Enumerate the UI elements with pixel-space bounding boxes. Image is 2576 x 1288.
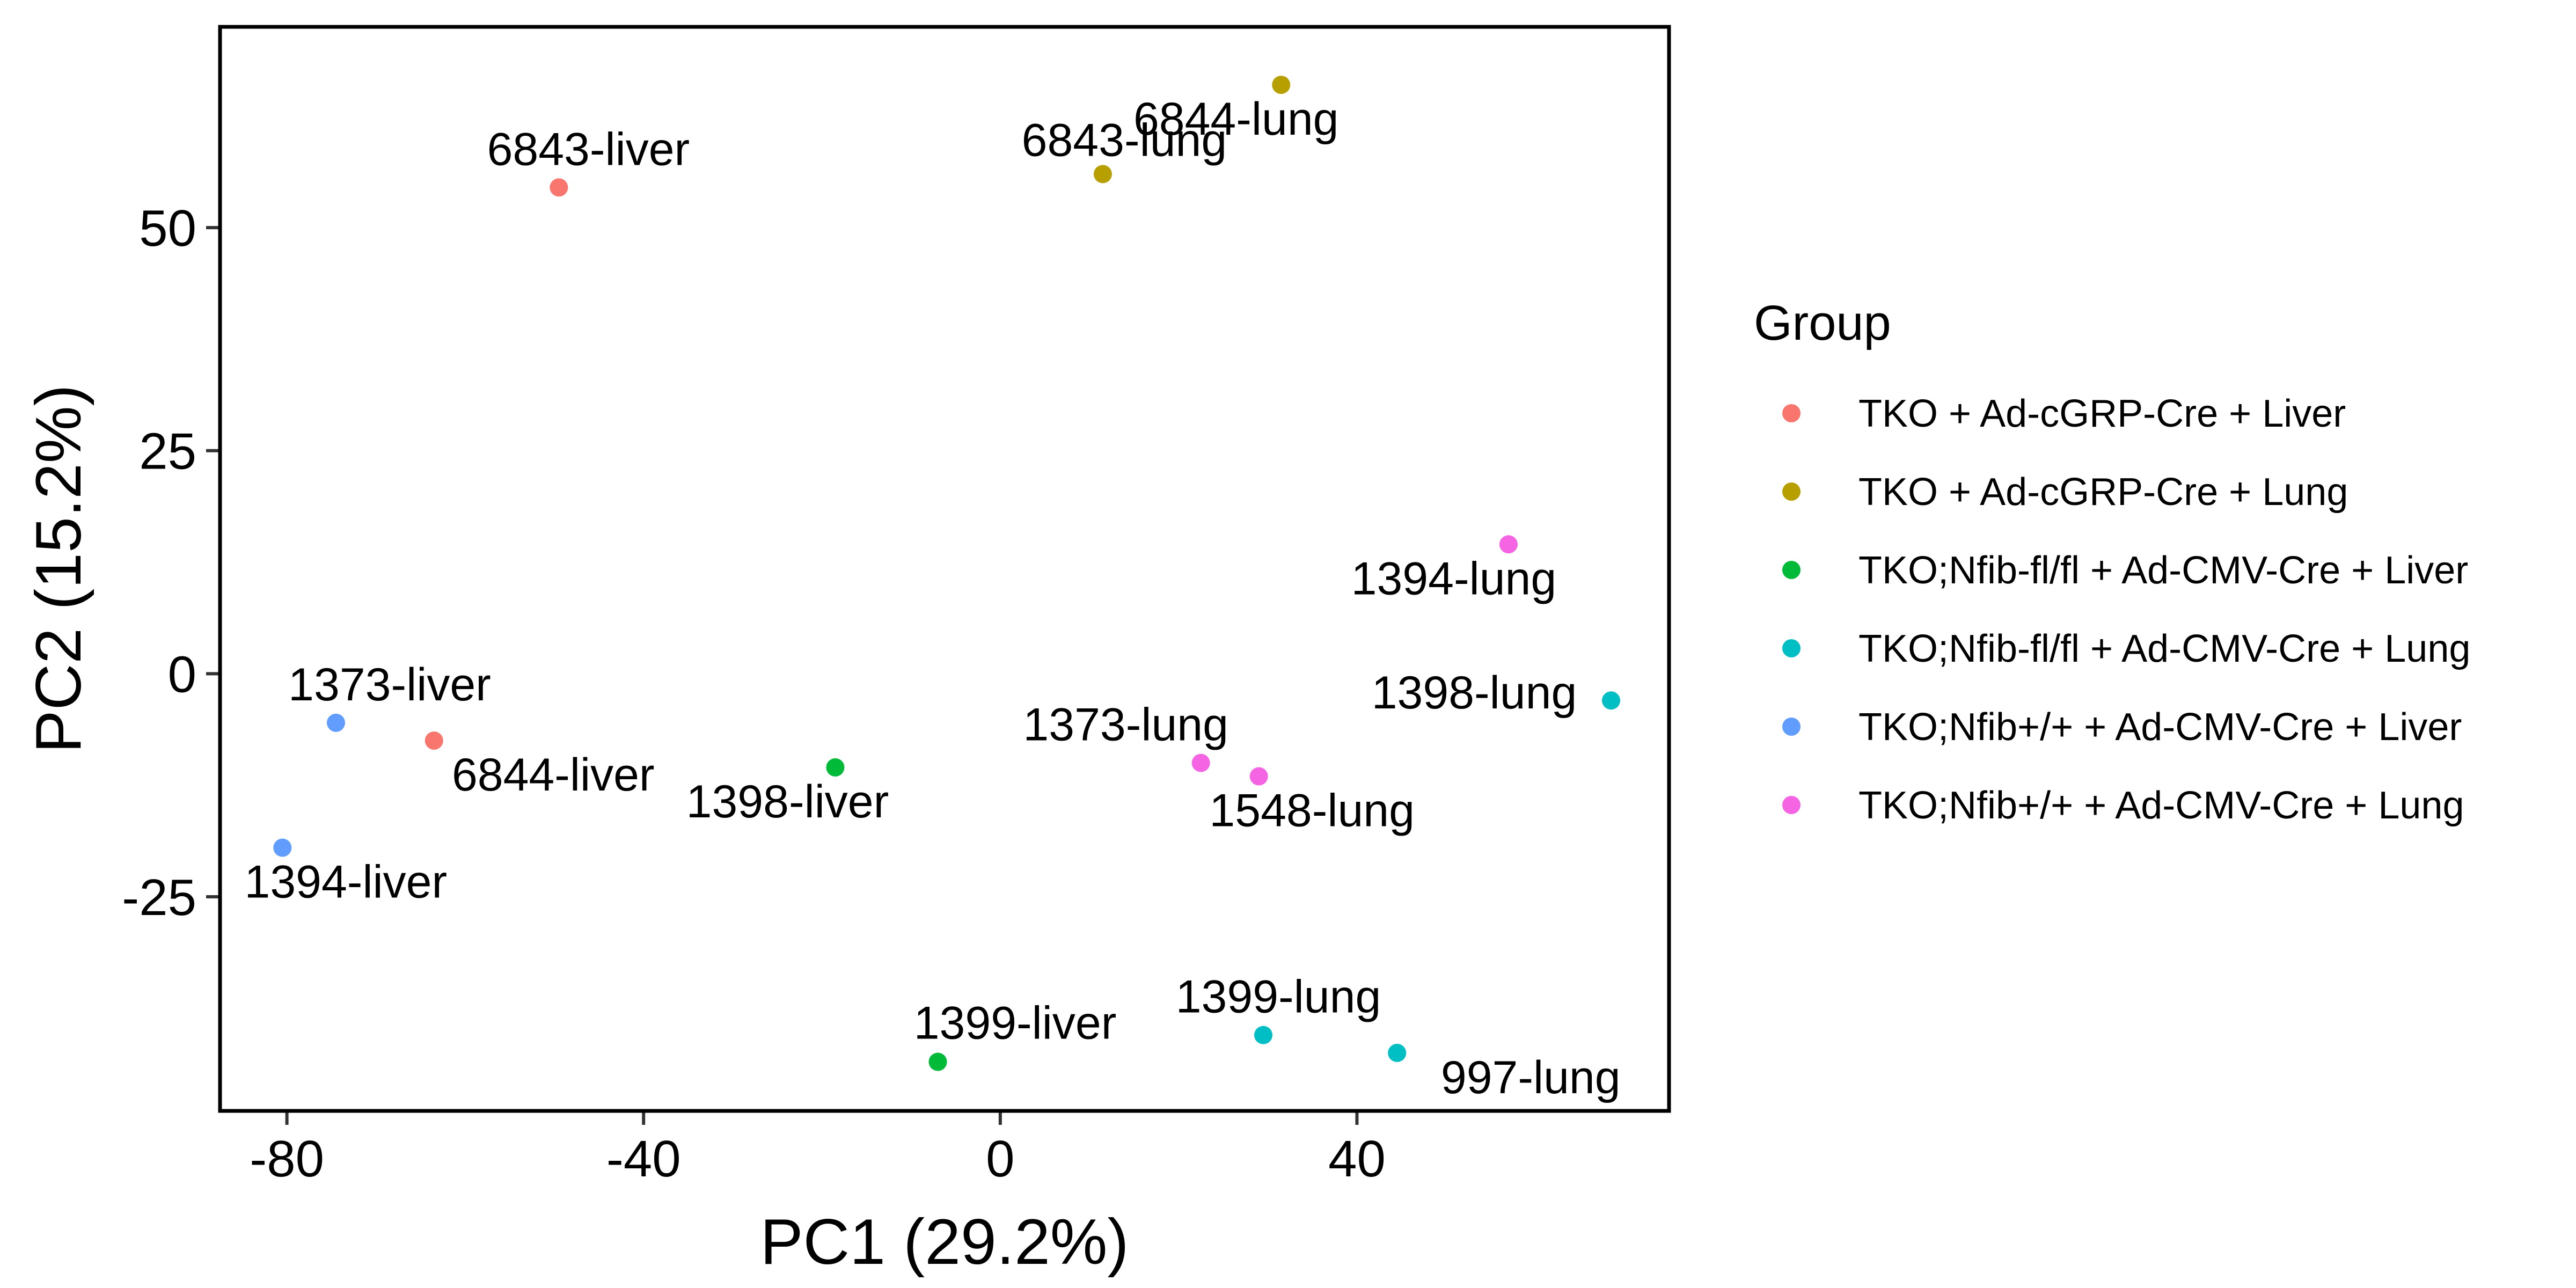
data-point xyxy=(826,758,845,777)
point-label: 1394-liver xyxy=(244,857,447,908)
data-point xyxy=(550,178,568,197)
legend-swatch xyxy=(1782,404,1801,422)
point-label: 6843-liver xyxy=(487,123,690,175)
point-label: 1398-liver xyxy=(686,776,889,828)
data-point xyxy=(1254,1026,1272,1044)
data-point xyxy=(1272,76,1291,94)
legend-swatch xyxy=(1782,482,1801,501)
y-tick-label: 50 xyxy=(139,200,196,257)
point-label: 1399-lung xyxy=(1176,971,1381,1023)
x-tick-label: -80 xyxy=(250,1130,324,1188)
data-point xyxy=(1602,691,1620,710)
point-label: 6843-lung xyxy=(1022,114,1227,166)
data-point xyxy=(425,731,443,750)
legend-label: TKO;Nfib+/+ + Ad-CMV-Cre + Lung xyxy=(1858,784,2464,827)
y-tick-label: 0 xyxy=(168,646,196,703)
point-label: 1399-liver xyxy=(914,998,1117,1049)
point-label: 1548-lung xyxy=(1209,785,1415,837)
data-points xyxy=(273,76,1620,1071)
legend-swatch xyxy=(1782,561,1801,579)
legend-label: TKO;Nfib-fl/fl + Ad-CMV-Cre + Lung xyxy=(1858,627,2470,670)
data-point xyxy=(1249,767,1268,786)
legend-label: TKO + Ad-cGRP-Cre + Lung xyxy=(1858,471,2348,514)
legend-label: TKO;Nfib+/+ + Ad-CMV-Cre + Liver xyxy=(1858,706,2462,749)
y-tick-label: -25 xyxy=(122,869,196,926)
point-label: 1394-lung xyxy=(1351,553,1557,604)
point-label: 1373-lung xyxy=(1023,699,1228,751)
point-label: 1398-lung xyxy=(1372,667,1577,719)
axis-ticks: -80 -40 0 40 -25 0 25 50 xyxy=(122,200,1386,1188)
y-tick-label: 25 xyxy=(139,423,196,480)
legend-title: Group xyxy=(1754,296,1891,350)
legend-swatch xyxy=(1782,639,1801,657)
x-tick-label: -40 xyxy=(606,1130,681,1188)
data-point xyxy=(273,838,292,857)
point-label: 6844-liver xyxy=(452,749,655,801)
point-label: 6844-lung xyxy=(1133,93,1339,145)
legend-label: TKO;Nfib-fl/fl + Ad-CMV-Cre + Liver xyxy=(1858,549,2468,592)
plot-panel-border xyxy=(218,25,1671,1113)
data-point xyxy=(1499,535,1518,554)
point-label: 997-lung xyxy=(1441,1052,1621,1103)
legend-label: TKO + Ad-cGRP-Cre + Liver xyxy=(1858,392,2346,435)
data-point xyxy=(928,1052,947,1071)
legend-swatch xyxy=(1782,718,1801,736)
legend-swatch xyxy=(1782,796,1801,814)
legend-items: TKO + Ad-cGRP-Cre + Liver TKO + Ad-cGRP-C… xyxy=(1782,392,2470,827)
data-point xyxy=(1388,1043,1407,1062)
data-point xyxy=(1093,165,1112,184)
point-label: 1373-liver xyxy=(288,659,491,711)
x-tick-label: 40 xyxy=(1328,1130,1386,1188)
data-point xyxy=(327,713,345,732)
x-tick-label: 0 xyxy=(986,1130,1014,1188)
x-axis-title: PC1 (29.2%) xyxy=(760,1206,1129,1278)
data-point xyxy=(1191,753,1210,772)
y-axis-title: PC2 (15.2%) xyxy=(23,385,94,753)
